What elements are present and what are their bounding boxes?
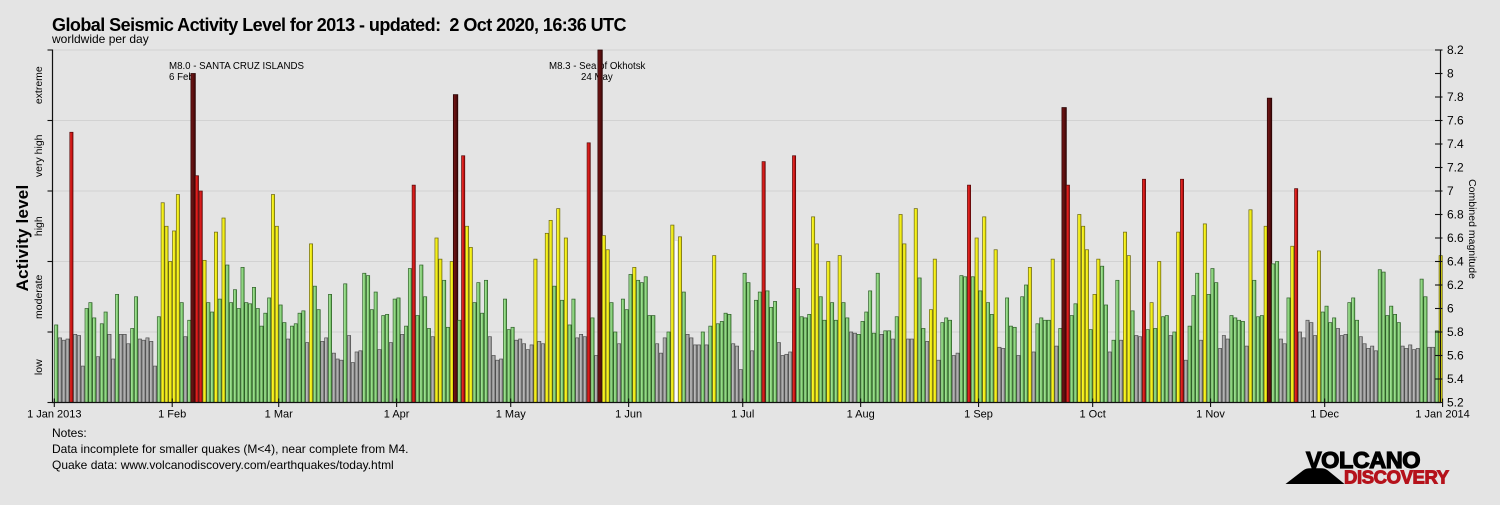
svg-text:high: high [33, 216, 45, 236]
svg-text:M8.0 - SANTA CRUZ ISLANDS: M8.0 - SANTA CRUZ ISLANDS [169, 61, 304, 72]
svg-text:6.6: 6.6 [1447, 231, 1464, 245]
svg-text:1 Jun: 1 Jun [615, 409, 642, 421]
svg-text:6: 6 [1447, 302, 1454, 316]
svg-text:M8.3 - Sea of Okhotsk: M8.3 - Sea of Okhotsk [549, 61, 646, 72]
svg-text:low: low [33, 359, 45, 375]
svg-text:5.8: 5.8 [1447, 325, 1464, 339]
svg-text:7: 7 [1447, 184, 1454, 198]
svg-text:very high: very high [33, 134, 45, 177]
svg-text:8: 8 [1447, 67, 1454, 81]
svg-text:1 Jan 2013: 1 Jan 2013 [27, 409, 81, 421]
svg-text:5.6: 5.6 [1447, 349, 1464, 363]
svg-text:extreme: extreme [33, 66, 45, 104]
svg-text:1 Jul: 1 Jul [731, 409, 754, 421]
svg-text:DISCOVERY: DISCOVERY [1344, 467, 1450, 488]
svg-text:1 Jan 2014: 1 Jan 2014 [1415, 409, 1469, 421]
svg-text:6.4: 6.4 [1447, 255, 1464, 269]
svg-text:Combined magnitude: Combined magnitude [1466, 179, 1478, 279]
svg-text:5.4: 5.4 [1447, 372, 1464, 386]
svg-text:1 Aug: 1 Aug [847, 409, 875, 421]
svg-text:worldwide per day: worldwide per day [51, 32, 149, 46]
svg-text:7.6: 7.6 [1447, 114, 1464, 128]
svg-text:Quake data: www.volcanodiscove: Quake data: www.volcanodiscovery.com/ear… [52, 458, 394, 472]
svg-text:7.4: 7.4 [1447, 137, 1464, 151]
svg-text:1 Nov: 1 Nov [1196, 409, 1225, 421]
svg-text:Activity level: Activity level [13, 185, 32, 292]
svg-text:Global Seismic Activity Level: Global Seismic Activity Level for 2013 -… [52, 15, 627, 35]
svg-text:7.2: 7.2 [1447, 161, 1464, 175]
svg-text:6.2: 6.2 [1447, 278, 1464, 292]
svg-text:1 Sep: 1 Sep [964, 409, 993, 421]
svg-text:1 Feb: 1 Feb [158, 409, 186, 421]
svg-text:1 May: 1 May [496, 409, 526, 421]
svg-text:5.2: 5.2 [1447, 396, 1464, 410]
svg-text:24 May: 24 May [581, 72, 613, 83]
svg-text:Data incomplete for smaller qu: Data incomplete for smaller quakes (M<4)… [52, 442, 408, 456]
svg-text:Notes:: Notes: [52, 426, 87, 440]
svg-text:1 Dec: 1 Dec [1310, 409, 1339, 421]
svg-text:7.8: 7.8 [1447, 90, 1464, 104]
svg-text:moderate: moderate [33, 274, 45, 319]
svg-text:6 Feb: 6 Feb [169, 72, 194, 83]
svg-text:1 Apr: 1 Apr [384, 409, 410, 421]
svg-text:8.2: 8.2 [1447, 43, 1464, 57]
svg-text:6.8: 6.8 [1447, 208, 1464, 222]
svg-text:1 Oct: 1 Oct [1080, 409, 1106, 421]
svg-text:VOLCANO: VOLCANO [1306, 447, 1420, 473]
svg-text:1 Mar: 1 Mar [265, 409, 293, 421]
